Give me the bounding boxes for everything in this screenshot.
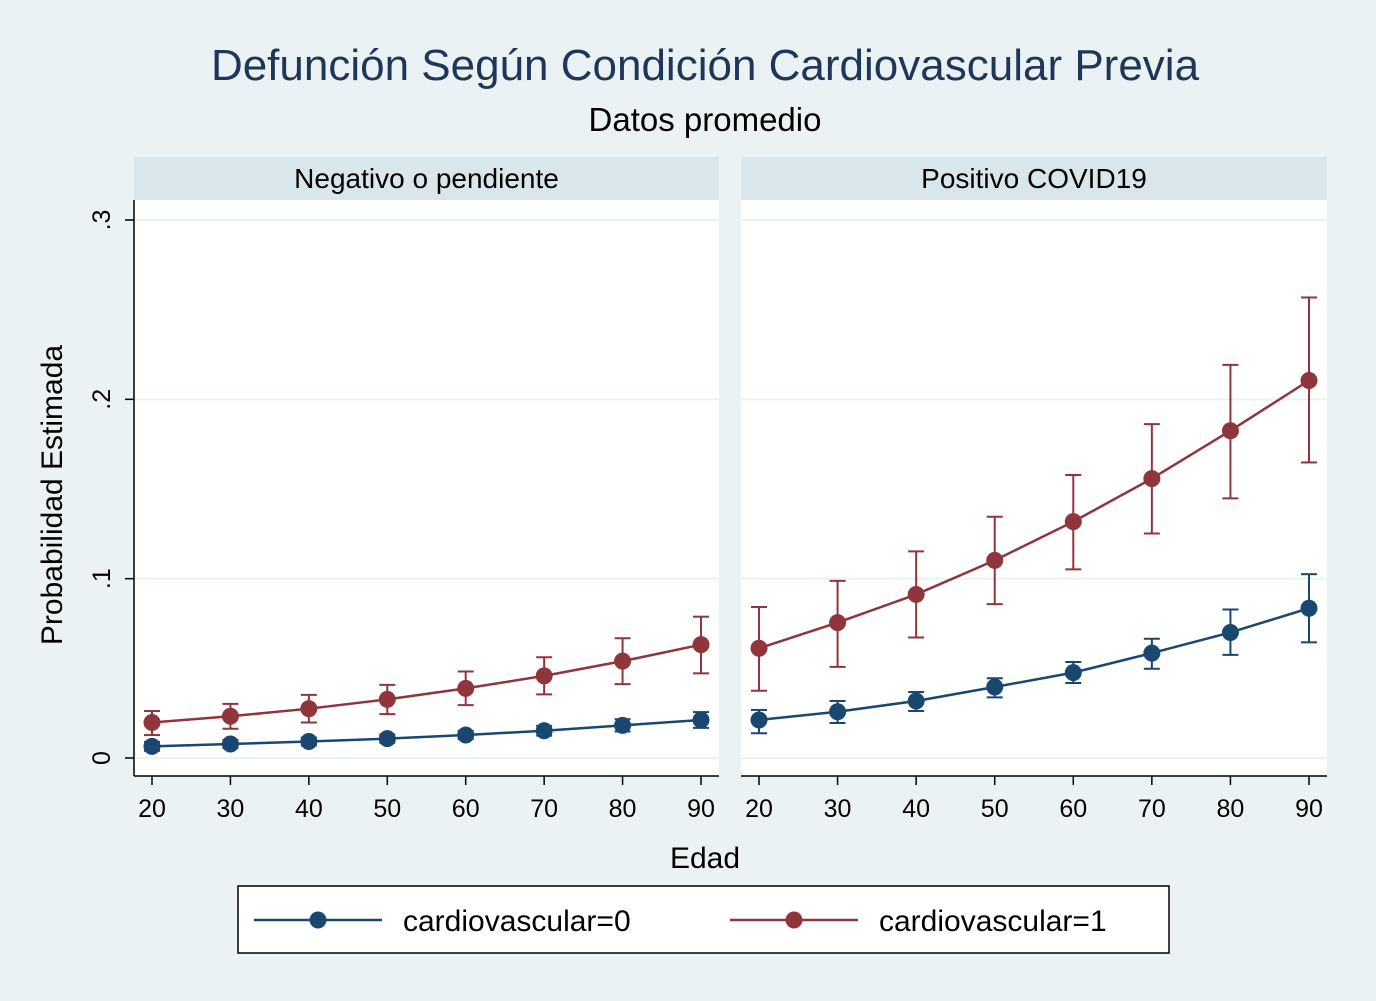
x-tick-label: 30 [217, 795, 245, 823]
data-point [1300, 372, 1318, 390]
panel-2: Positivo COVID19 20 30 40 50 60 70 80 90 [741, 157, 1327, 823]
x-tick-label: 50 [981, 795, 1009, 823]
data-point [300, 733, 318, 751]
series-0 [143, 711, 710, 755]
data-point [457, 679, 475, 697]
data-point [614, 716, 632, 734]
data-point [750, 711, 768, 729]
panels: Negativo o pendiente 20 30 40 50 60 70 80 90 0 .1.… [88, 157, 1327, 823]
x-tick-label: 40 [902, 795, 930, 823]
series-line [151, 718, 702, 748]
data-point [907, 692, 925, 710]
x-tick-label: 90 [687, 795, 715, 823]
data-point [692, 711, 710, 729]
y-tick-label: 0 [88, 751, 116, 765]
series-0 [750, 573, 1318, 735]
legend-box [237, 885, 1170, 954]
series-line [758, 607, 1310, 722]
series-line [151, 643, 702, 724]
data-point [986, 678, 1004, 696]
data-point [986, 551, 1004, 569]
legend: cardiovascular=0 cardiovascular=1 [237, 885, 1170, 954]
legend-label: cardiovascular=0 [403, 905, 631, 938]
data-point [221, 735, 239, 753]
data-point [1143, 470, 1161, 488]
x-tick-label: 80 [1217, 795, 1245, 823]
x-tick-label: 20 [745, 795, 773, 823]
x-tick-label: 60 [452, 795, 480, 823]
x-tick-label: 90 [1295, 795, 1323, 823]
data-point [535, 667, 553, 685]
data-point [1221, 422, 1239, 440]
data-point [692, 636, 710, 654]
data-point [907, 585, 925, 603]
data-point [1143, 644, 1161, 662]
legend-label: cardiovascular=1 [879, 905, 1107, 938]
y-axis-title: Probabilidad Estimada [36, 345, 69, 645]
x-tick-label: 20 [138, 795, 166, 823]
x-tick-label: 60 [1059, 795, 1087, 823]
data-point [1064, 513, 1082, 531]
x-tick-label: 40 [295, 795, 323, 823]
series-1 [143, 615, 710, 737]
y-tick-label: .3 [88, 210, 116, 231]
panel-strip [741, 157, 1327, 200]
x-tick-label: 50 [373, 795, 401, 823]
legend-marker [785, 911, 803, 929]
panel-strip [134, 157, 719, 200]
data-point [750, 639, 768, 657]
y-tick-label: .2 [88, 389, 116, 410]
series-1 [750, 296, 1318, 692]
x-tick-label: 30 [824, 795, 852, 823]
data-point [378, 730, 396, 748]
legend-marker [309, 911, 327, 929]
data-point [1300, 599, 1318, 617]
plot-area [134, 200, 719, 776]
panel-label: Positivo COVID19 [921, 163, 1147, 194]
data-point [221, 707, 239, 725]
x-axis-title: Edad [670, 842, 740, 875]
data-point [829, 703, 847, 721]
x-tick-label: 80 [609, 795, 637, 823]
chart-title: Defunción Según Condición Cardiovascular… [211, 41, 1200, 90]
x-tick-label: 70 [1138, 795, 1166, 823]
series-line [758, 379, 1310, 650]
data-point [300, 700, 318, 718]
data-point [829, 614, 847, 632]
data-point [143, 713, 161, 731]
data-point [1221, 623, 1239, 641]
data-point [535, 722, 553, 740]
data-point [378, 690, 396, 708]
y-tick-label: .1 [88, 568, 116, 589]
panel-1: Negativo o pendiente 20 30 40 50 60 70 80 90 0 .1.… [88, 157, 719, 823]
data-point [457, 726, 475, 744]
data-point [1064, 664, 1082, 682]
plot-area [741, 200, 1327, 776]
data-point [614, 652, 632, 670]
chart-subtitle: Datos promedio [589, 101, 822, 138]
data-point [143, 737, 161, 755]
x-tick-label: 70 [530, 795, 558, 823]
panel-label: Negativo o pendiente [294, 163, 559, 194]
